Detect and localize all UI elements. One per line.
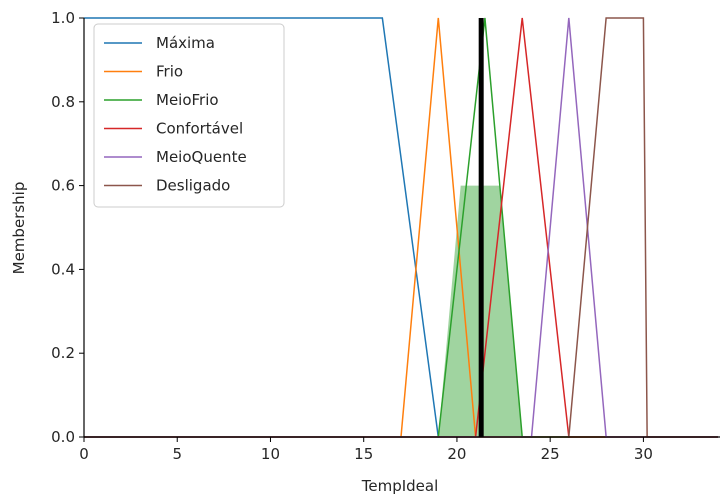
y-tick-label: 0.6 xyxy=(51,177,75,195)
ticks: 0 5 10 15 20 25 30 0.0 0.2 0.4 0.6 0.8 1.0 xyxy=(51,9,653,463)
y-tick-label: 0.2 xyxy=(51,344,75,362)
legend-label: MeioFrio xyxy=(156,91,219,109)
legend-label: Frio xyxy=(156,63,183,81)
x-tick-label: 20 xyxy=(447,445,466,463)
x-tick-label: 0 xyxy=(79,445,89,463)
x-tick-label: 10 xyxy=(261,445,280,463)
x-tick-label: 30 xyxy=(634,445,653,463)
y-tick-label: 0.4 xyxy=(51,260,75,278)
x-tick-label: 25 xyxy=(541,445,560,463)
x-tick-label: 15 xyxy=(354,445,373,463)
legend-label: MeioQuente xyxy=(156,148,247,166)
legend: Máxima Frio MeioFrio Confortável MeioQuente D… xyxy=(93,23,285,208)
legend-label: Confortável xyxy=(156,120,243,138)
y-tick-label: 0.8 xyxy=(51,93,75,111)
legend-label: Máxima xyxy=(156,34,215,52)
x-axis-label: TempIdeal xyxy=(361,477,439,495)
y-tick-label: 0.0 xyxy=(51,428,75,446)
y-axis-label: Membership xyxy=(10,182,28,275)
axes xyxy=(83,18,720,438)
x-tick-label: 5 xyxy=(172,445,182,463)
legend-label: Desligado xyxy=(156,177,230,195)
legend-frame xyxy=(93,23,285,208)
y-tick-label: 1.0 xyxy=(51,9,75,27)
